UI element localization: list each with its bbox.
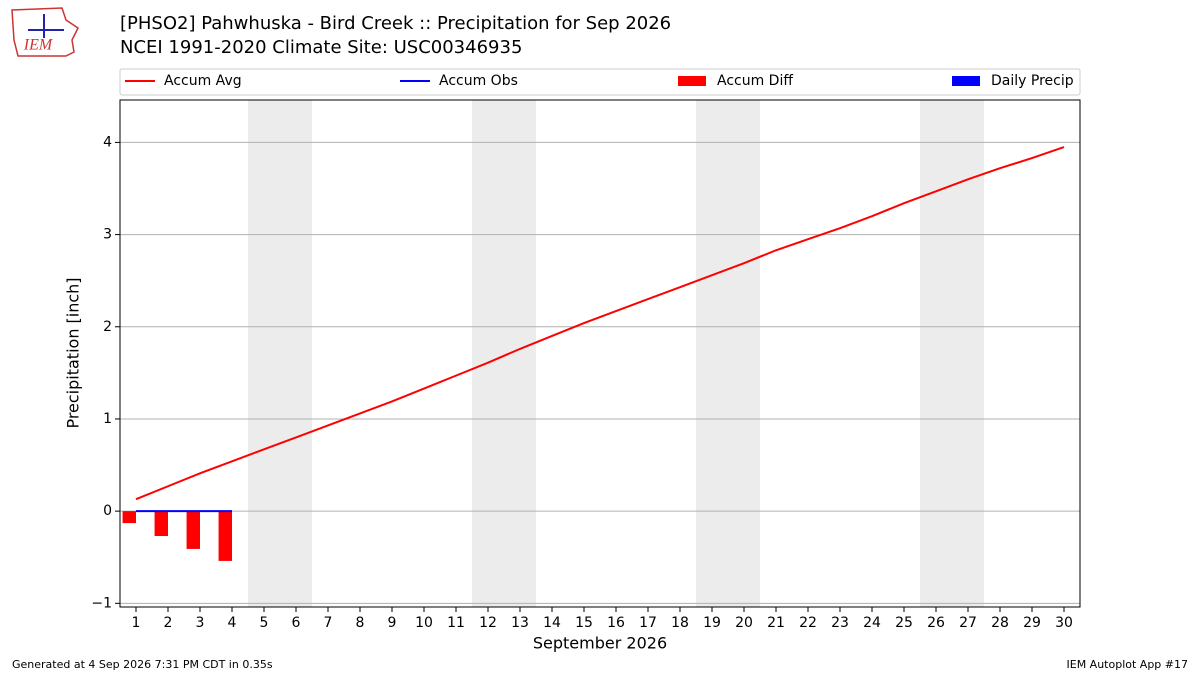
y-tick-label: 3 <box>103 227 112 243</box>
x-tick-label: 12 <box>479 615 497 631</box>
y-tick-label: 1 <box>103 411 112 427</box>
y-axis-label: Precipitation [inch] <box>64 277 83 428</box>
x-tick-label: 5 <box>260 615 269 631</box>
legend-label: Accum Obs <box>439 73 518 89</box>
x-tick-label: 28 <box>991 615 1009 631</box>
y-tick-label: 2 <box>103 319 112 335</box>
footer-left: Generated at 4 Sep 2026 7:31 PM CDT in 0… <box>12 658 273 671</box>
legend-swatch <box>952 76 980 86</box>
x-tick-label: 22 <box>799 615 817 631</box>
weekend-shade <box>728 100 760 607</box>
x-tick-label: 21 <box>767 615 785 631</box>
y-tick-label: 4 <box>103 134 112 150</box>
x-tick-label: 11 <box>447 615 465 631</box>
x-tick-label: 23 <box>831 615 849 631</box>
weekend-shade <box>280 100 312 607</box>
x-tick-label: 14 <box>543 615 561 631</box>
x-tick-label: 24 <box>863 615 881 631</box>
x-tick-label: 20 <box>735 615 753 631</box>
x-tick-label: 1 <box>132 615 141 631</box>
weekend-shade <box>248 100 280 607</box>
legend-swatch <box>678 76 706 86</box>
x-tick-label: 27 <box>959 615 977 631</box>
x-tick-label: 2 <box>164 615 173 631</box>
chart-title: [PHSO2] Pahwhuska - Bird Creek :: Precip… <box>120 13 671 34</box>
plot-area <box>120 100 1080 607</box>
weekend-shade <box>920 100 952 607</box>
x-tick-label: 9 <box>388 615 397 631</box>
legend-label: Daily Precip <box>991 73 1074 89</box>
legend-label: Accum Avg <box>164 73 242 89</box>
x-tick-label: 3 <box>196 615 205 631</box>
x-tick-label: 6 <box>292 615 301 631</box>
x-tick-label: 4 <box>228 615 237 631</box>
bar <box>218 511 232 561</box>
x-tick-label: 19 <box>703 615 721 631</box>
legend-label: Accum Diff <box>717 73 793 89</box>
chart-subtitle: NCEI 1991-2020 Climate Site: USC00346935 <box>120 37 522 58</box>
x-tick-label: 29 <box>1023 615 1041 631</box>
line <box>135 146 1065 501</box>
x-tick-label: 25 <box>895 615 913 631</box>
plot-frame <box>119 99 1081 608</box>
x-tick-label: 26 <box>927 615 945 631</box>
x-tick-label: 17 <box>639 615 657 631</box>
logo: IEM <box>11 7 79 57</box>
x-tick-label: 13 <box>511 615 529 631</box>
y-tick-label: −1 <box>91 595 112 611</box>
x-tick-label: 8 <box>356 615 365 631</box>
bar <box>186 511 200 549</box>
weekend-shade <box>472 100 504 607</box>
weekend-shade <box>952 100 984 607</box>
legend-box <box>119 68 1081 96</box>
x-tick-label: 10 <box>415 615 433 631</box>
y-tick-label: 0 <box>103 503 112 519</box>
x-axis-label: September 2026 <box>533 634 667 653</box>
x-tick-label: 7 <box>324 615 333 631</box>
footer-right: IEM Autoplot App #17 <box>1067 658 1189 671</box>
logo-text: IEM <box>23 37 54 54</box>
x-tick-label: 16 <box>607 615 625 631</box>
x-tick-label: 18 <box>671 615 689 631</box>
weekend-shade <box>696 100 728 607</box>
x-tick-label: 15 <box>575 615 593 631</box>
bar <box>122 511 136 524</box>
bar <box>154 511 168 537</box>
x-tick-label: 30 <box>1055 615 1073 631</box>
